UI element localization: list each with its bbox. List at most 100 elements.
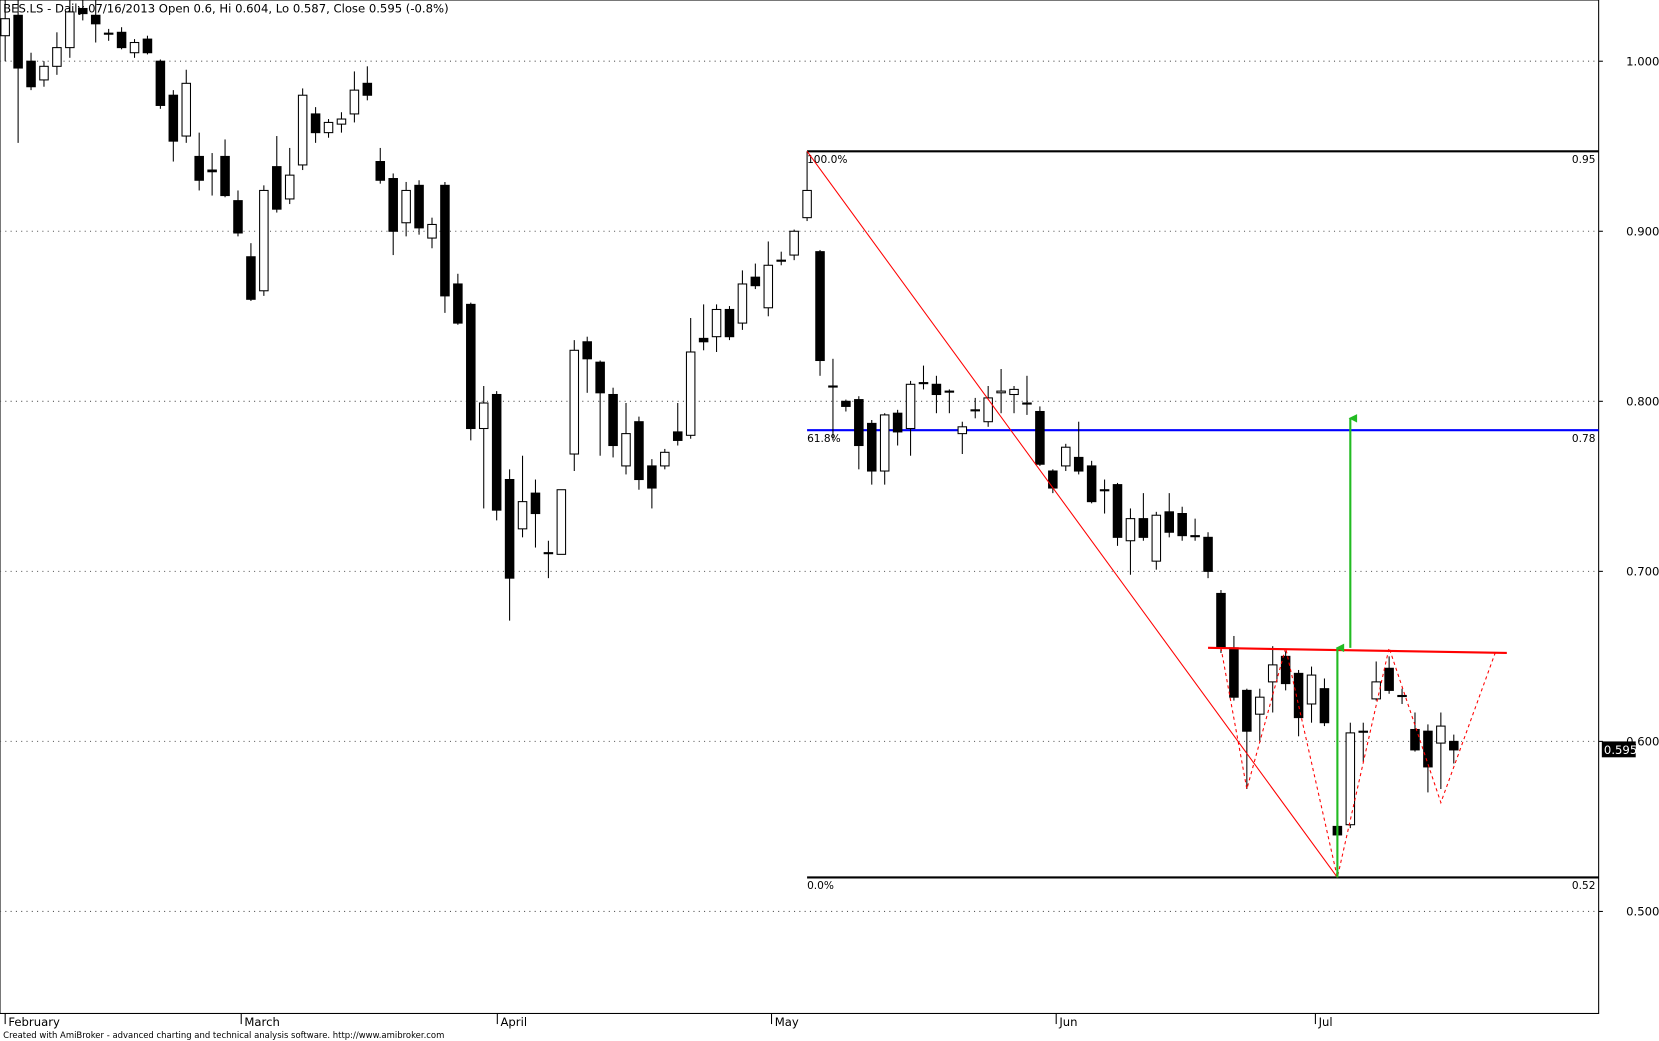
candle-body: [272, 166, 282, 210]
candle-body: [362, 82, 373, 96]
candle-body: [517, 501, 528, 530]
candle-body: [1280, 655, 1291, 685]
candle-body: [13, 14, 23, 69]
candle-body: [427, 223, 437, 239]
candle-body: [1267, 664, 1278, 683]
candle-body: [1048, 470, 1058, 489]
candle-body: [556, 489, 567, 555]
x-tick-label: Jun: [1058, 1015, 1077, 1029]
candle-body: [207, 169, 217, 173]
candle-body: [828, 385, 838, 388]
candle-body: [1293, 672, 1304, 719]
candle-body: [1151, 514, 1162, 562]
candle-body: [879, 414, 890, 472]
candle-body: [168, 94, 179, 142]
y-tick-label: 0.900: [1626, 224, 1659, 238]
candle-body: [621, 433, 631, 467]
fib-label: 0.0%: [807, 880, 834, 892]
candle-body: [440, 184, 450, 297]
chart-title: BES.LS - Daily 07/16/2013 Open 0.6, Hi 0…: [3, 2, 448, 16]
candle-body: [78, 7, 88, 15]
last-price-label: 0.595: [1604, 743, 1637, 757]
candle-body: [1190, 535, 1200, 538]
x-tick-label: Jul: [1318, 1015, 1333, 1029]
candle-body: [1073, 456, 1084, 472]
candle-body: [905, 383, 916, 430]
candle-body: [116, 31, 127, 49]
candle-body: [453, 283, 463, 324]
candle-body: [129, 41, 140, 54]
candle-body: [931, 383, 942, 396]
candle-body: [103, 32, 114, 35]
candle-body: [763, 264, 774, 309]
candle-body: [246, 256, 256, 300]
candle-body: [582, 341, 592, 360]
candle-body: [1203, 536, 1213, 572]
fib-label: 100.0%: [807, 154, 847, 166]
candle-body: [220, 155, 230, 197]
candle-body: [1086, 465, 1097, 503]
candle-body: [685, 351, 696, 436]
y-tick-label: 0.700: [1626, 565, 1659, 579]
candle-body: [698, 337, 709, 343]
candle-body: [866, 422, 877, 472]
candle-body: [284, 174, 295, 200]
candle-body: [39, 65, 49, 81]
candle-body: [543, 552, 554, 555]
plot-frame: [0, 0, 1600, 1014]
candle-body: [1112, 484, 1123, 538]
candle-body: [1216, 592, 1226, 649]
candle-body: [750, 276, 761, 287]
candle-body: [1306, 674, 1317, 705]
candle-body: [957, 426, 968, 435]
x-tick-label: February: [8, 1015, 60, 1029]
candle-body: [181, 82, 192, 137]
candle-body: [634, 421, 644, 481]
candle-body: [672, 431, 683, 441]
candle-body: [401, 189, 411, 224]
candle-body: [90, 14, 101, 25]
candle-body: [1410, 728, 1420, 751]
candle-body: [1125, 518, 1136, 542]
candle-body: [336, 118, 347, 125]
candle-body: [1164, 511, 1175, 533]
fib-price-label: 0.52: [1572, 880, 1596, 892]
candle-body: [996, 390, 1006, 394]
candle-body: [491, 393, 502, 511]
candle-body: [1255, 696, 1265, 715]
candle-body: [711, 308, 722, 338]
candle-body: [233, 200, 243, 234]
candle-body: [1449, 740, 1459, 751]
candle-body: [802, 189, 812, 219]
candle-body: [983, 397, 993, 423]
candle-body: [815, 251, 825, 362]
fib-label: 61.8%: [807, 433, 841, 445]
candle-body: [1371, 681, 1381, 700]
candle-body: [1423, 730, 1433, 768]
candle-body: [1319, 688, 1330, 724]
candle-body: [970, 409, 980, 412]
candle-body: [647, 465, 657, 489]
candle-body: [892, 412, 903, 433]
candle-body: [0, 18, 10, 37]
candle-body: [52, 47, 62, 67]
candle-body: [155, 60, 166, 106]
candle-body: [414, 184, 424, 229]
candle-body: [259, 189, 269, 292]
candle-body: [1242, 689, 1252, 732]
candle-body: [466, 303, 476, 430]
candle-body: [1384, 667, 1394, 691]
candle-body: [776, 259, 786, 262]
fib-price-label: 0.78: [1572, 433, 1596, 445]
candle-body: [1358, 730, 1369, 733]
candle-body: [724, 308, 735, 338]
trendline: [806, 151, 1338, 878]
candle-body: [789, 230, 799, 256]
candle-body: [478, 402, 489, 430]
candle-body: [854, 399, 864, 447]
y-tick-label: 1.000: [1626, 54, 1659, 68]
footer: Created with AmiBroker - advanced charti…: [3, 1030, 444, 1040]
last-price-tag: [1601, 741, 1636, 758]
